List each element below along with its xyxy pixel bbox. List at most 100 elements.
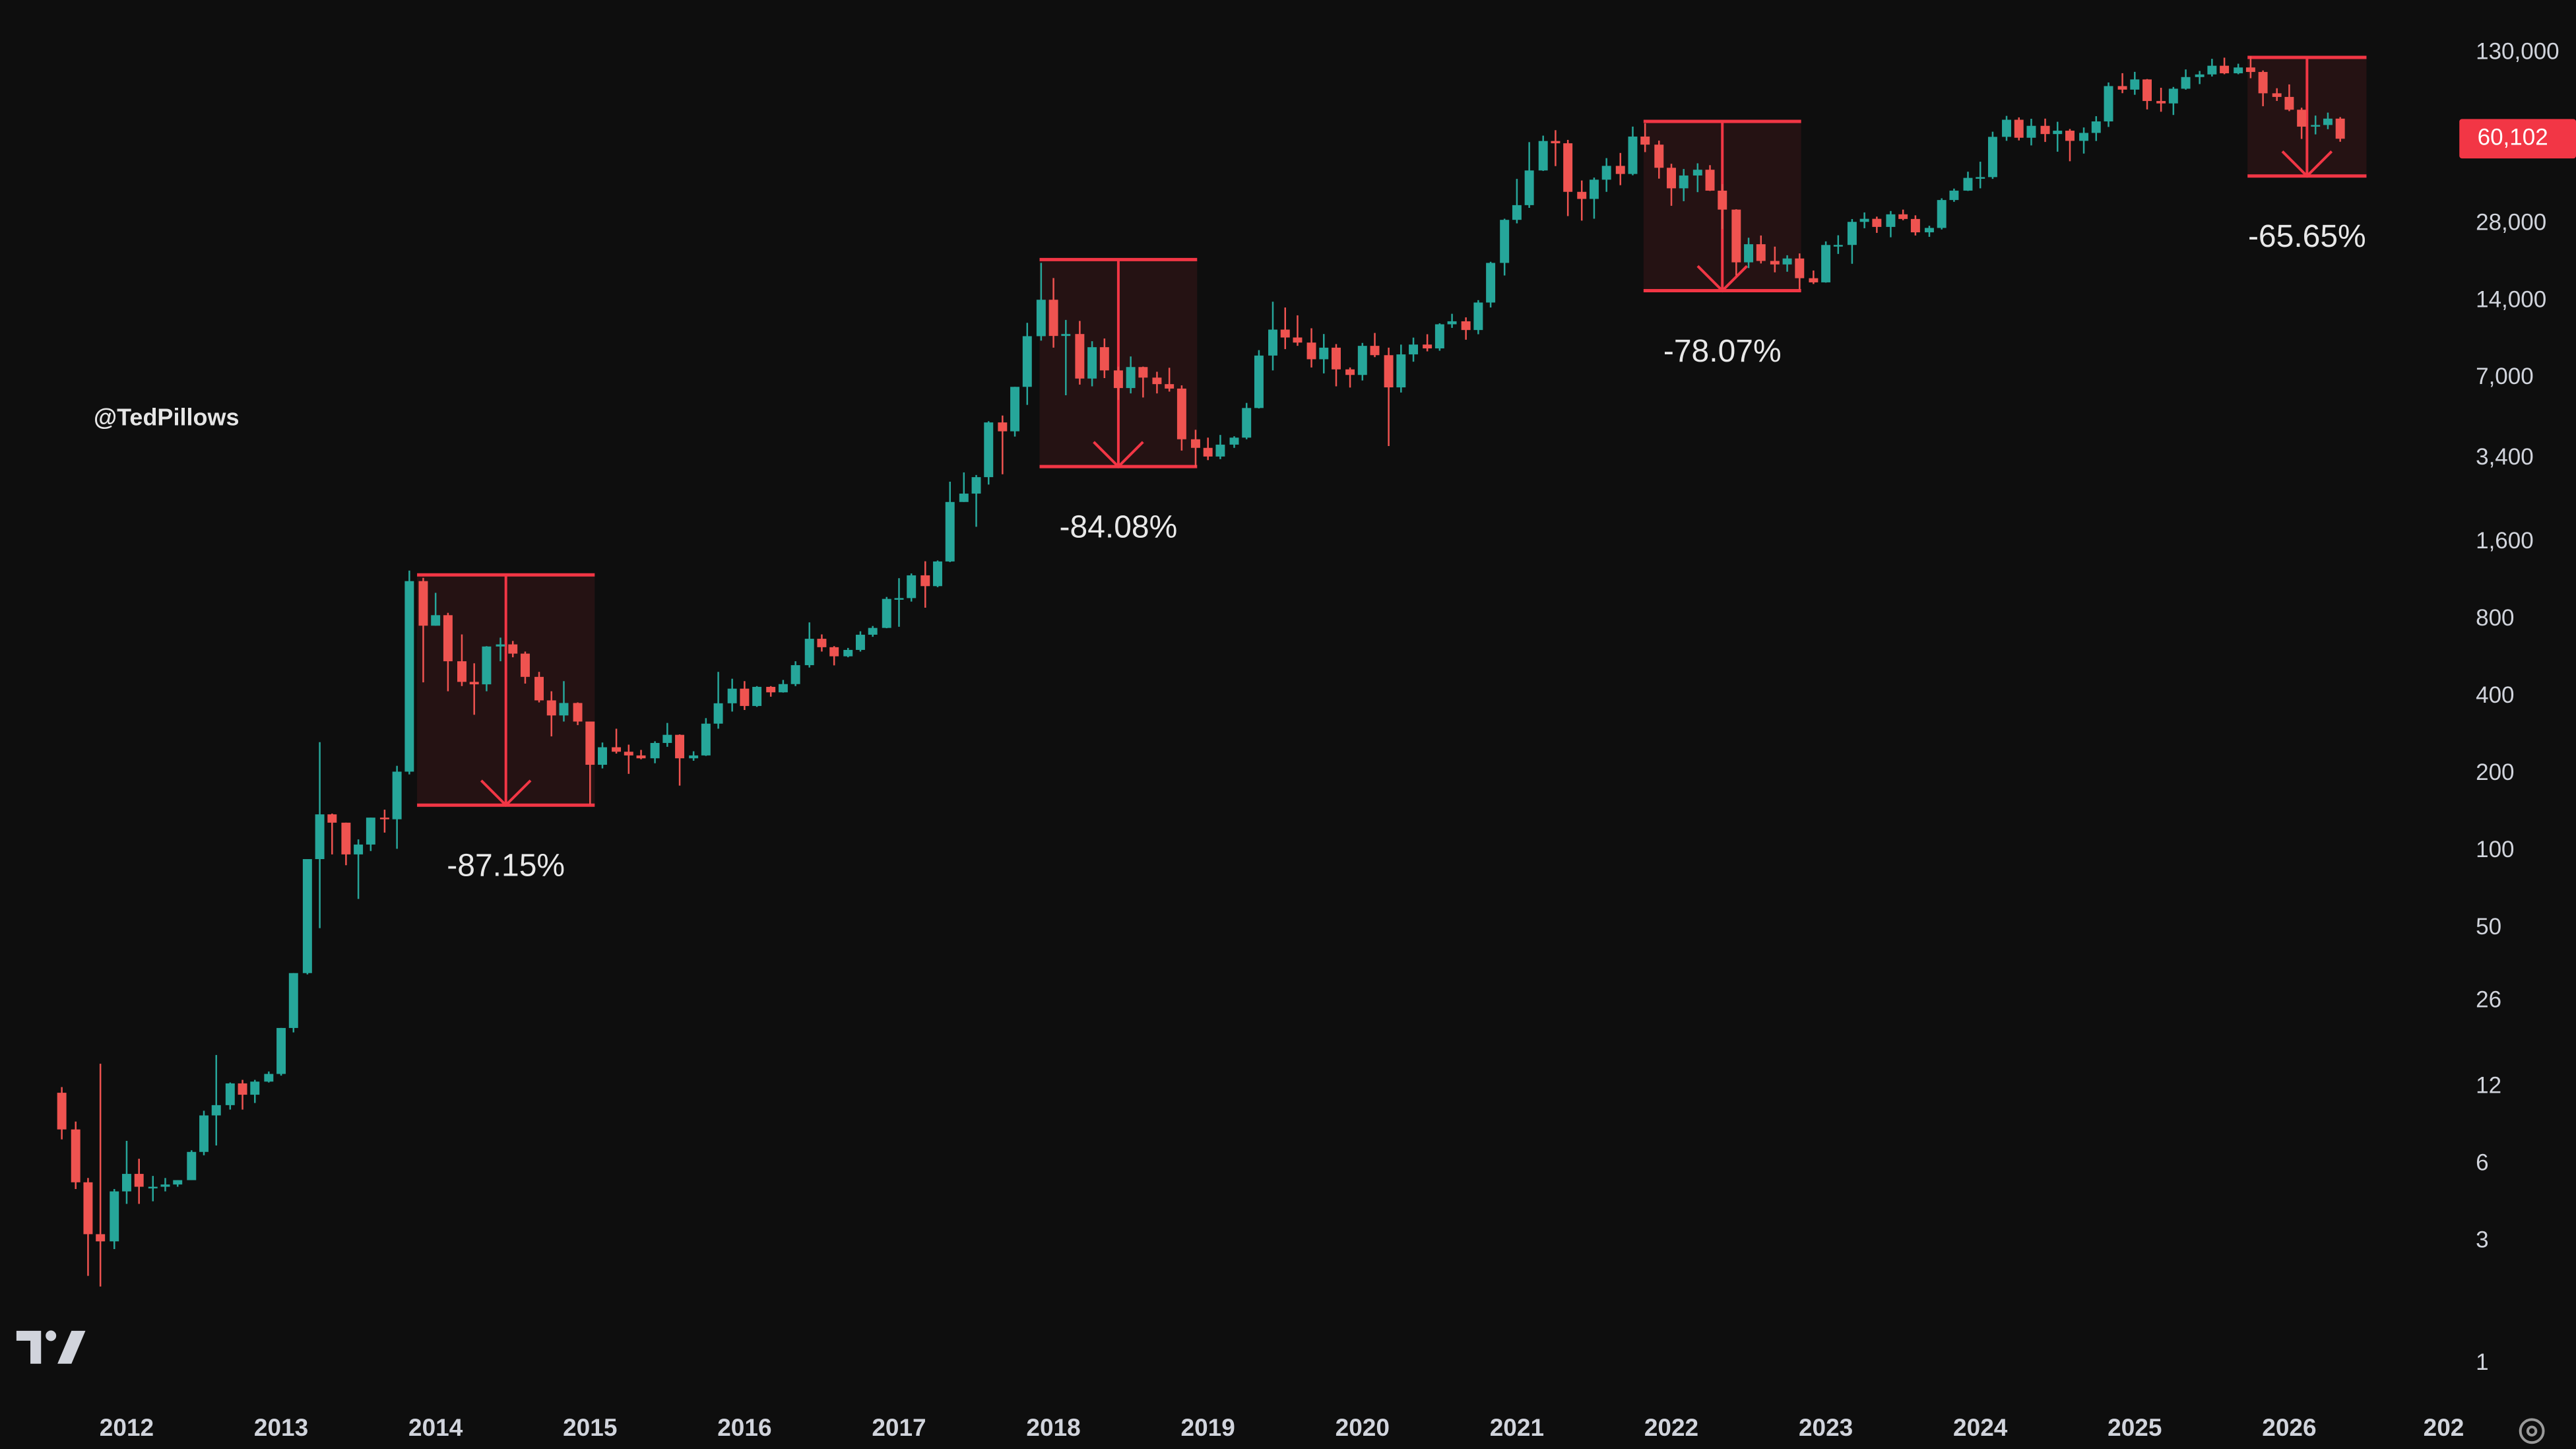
candle-body bbox=[1524, 170, 1534, 205]
candle-body bbox=[559, 703, 569, 716]
y-tick-label: 130,000 bbox=[2476, 38, 2560, 64]
candle-body bbox=[882, 598, 891, 628]
candle-body bbox=[110, 1191, 119, 1242]
candle-body bbox=[1036, 300, 1046, 337]
candle-body bbox=[71, 1129, 80, 1182]
candle-body bbox=[546, 700, 556, 716]
candle-body bbox=[354, 844, 364, 854]
candle-body bbox=[598, 747, 607, 765]
x-tick-label: 2021 bbox=[1490, 1414, 1544, 1441]
y-tick-label: 200 bbox=[2476, 759, 2514, 785]
candle-body bbox=[1203, 447, 1213, 457]
candle-body bbox=[1577, 191, 1587, 199]
settings-icon[interactable] bbox=[2519, 1418, 2545, 1444]
candle-body bbox=[817, 639, 827, 647]
candle-body bbox=[1138, 367, 1148, 378]
candle-body bbox=[1396, 354, 1406, 388]
candle-body bbox=[894, 598, 904, 600]
candle-body bbox=[1319, 347, 1329, 360]
candle-body bbox=[1087, 347, 1097, 379]
candle-body bbox=[1756, 244, 1766, 261]
candle-body bbox=[264, 1074, 274, 1082]
candle-body bbox=[1332, 347, 1341, 370]
candle-body bbox=[1075, 334, 1085, 379]
candle-body bbox=[2130, 79, 2140, 90]
candle-body bbox=[482, 646, 492, 685]
candle-body bbox=[2168, 88, 2178, 104]
candle-body bbox=[1924, 228, 1934, 233]
candle-body bbox=[1022, 336, 1032, 387]
candle-body bbox=[1229, 437, 1239, 445]
candle-body bbox=[804, 639, 814, 666]
candle-body bbox=[1048, 300, 1058, 337]
y-tick-label: 28,000 bbox=[2476, 209, 2546, 235]
arrow-head bbox=[2281, 150, 2333, 178]
y-tick-label: 6 bbox=[2476, 1150, 2488, 1176]
annotations: -87.15% -84.08% -78.07% -65.65% bbox=[417, 55, 2367, 884]
candle-body bbox=[573, 703, 583, 722]
candle-body bbox=[1821, 245, 1831, 282]
candle-body bbox=[829, 647, 839, 657]
candle-body bbox=[96, 1234, 106, 1242]
candle-body bbox=[250, 1081, 260, 1095]
candle-body bbox=[1872, 218, 1882, 227]
candle-body bbox=[469, 682, 479, 685]
candle-body bbox=[1692, 170, 1702, 176]
candle-body bbox=[1512, 205, 1522, 220]
candle-body bbox=[2065, 131, 2075, 141]
arrow-head bbox=[480, 779, 532, 808]
candle-body bbox=[1061, 334, 1071, 337]
candle-body bbox=[2053, 131, 2063, 135]
candle-body bbox=[855, 634, 865, 650]
x-tick-label: 2025 bbox=[2108, 1414, 2162, 1441]
candle-body bbox=[1357, 346, 1367, 375]
settings-center[interactable] bbox=[2526, 1425, 2538, 1437]
candle-body bbox=[2272, 93, 2282, 97]
candle-body bbox=[624, 752, 633, 756]
candle-body bbox=[1099, 347, 1109, 371]
candle-body bbox=[1770, 261, 1780, 265]
y-tick-label: 3 bbox=[2476, 1227, 2488, 1253]
candle-body bbox=[2091, 121, 2101, 133]
candle-body bbox=[1538, 141, 1548, 171]
candle-body bbox=[1987, 137, 1997, 177]
candle-body bbox=[496, 644, 505, 647]
candle-body bbox=[1423, 344, 1433, 348]
candle-body bbox=[933, 561, 942, 587]
settings-ring[interactable] bbox=[2519, 1418, 2545, 1444]
x-tick-label: 2016 bbox=[717, 1414, 771, 1441]
candle-body bbox=[612, 747, 622, 752]
candle-body bbox=[662, 734, 672, 743]
candle-body bbox=[1384, 355, 1394, 388]
candle-body bbox=[1215, 444, 1225, 457]
candle-body bbox=[752, 686, 762, 706]
candle-body bbox=[1409, 344, 1419, 355]
x-tick-label: 2023 bbox=[1799, 1414, 1853, 1441]
y-tick-label: 1,600 bbox=[2476, 528, 2534, 554]
x-tick-label: 2026 bbox=[2262, 1414, 2316, 1441]
arrow-head bbox=[1696, 265, 1749, 293]
candle-body bbox=[1847, 222, 1857, 245]
candle-body bbox=[534, 676, 544, 701]
candle-body bbox=[1589, 179, 1599, 199]
logo-part bbox=[16, 1330, 42, 1364]
candle-body bbox=[1705, 170, 1715, 191]
candle-body bbox=[457, 661, 467, 682]
candle-body bbox=[1306, 342, 1316, 360]
candles bbox=[57, 56, 2345, 1287]
y-tick-label: 26 bbox=[2476, 986, 2501, 1012]
candle-body bbox=[1615, 166, 1625, 174]
candle-body bbox=[1601, 166, 1611, 180]
candle-body bbox=[868, 628, 878, 635]
candle-body bbox=[2245, 67, 2255, 73]
candle-body bbox=[1461, 321, 1471, 331]
x-tick-label: 2019 bbox=[1181, 1414, 1235, 1441]
watermark: @TedPillows bbox=[94, 404, 239, 431]
drawdown-label: -84.08% bbox=[1060, 509, 1178, 544]
candle-body bbox=[1500, 220, 1510, 263]
candle-body bbox=[2014, 119, 2024, 138]
y-tick-label: 1 bbox=[2476, 1349, 2488, 1375]
candle-body bbox=[727, 688, 737, 703]
candle-body bbox=[1859, 218, 1869, 222]
